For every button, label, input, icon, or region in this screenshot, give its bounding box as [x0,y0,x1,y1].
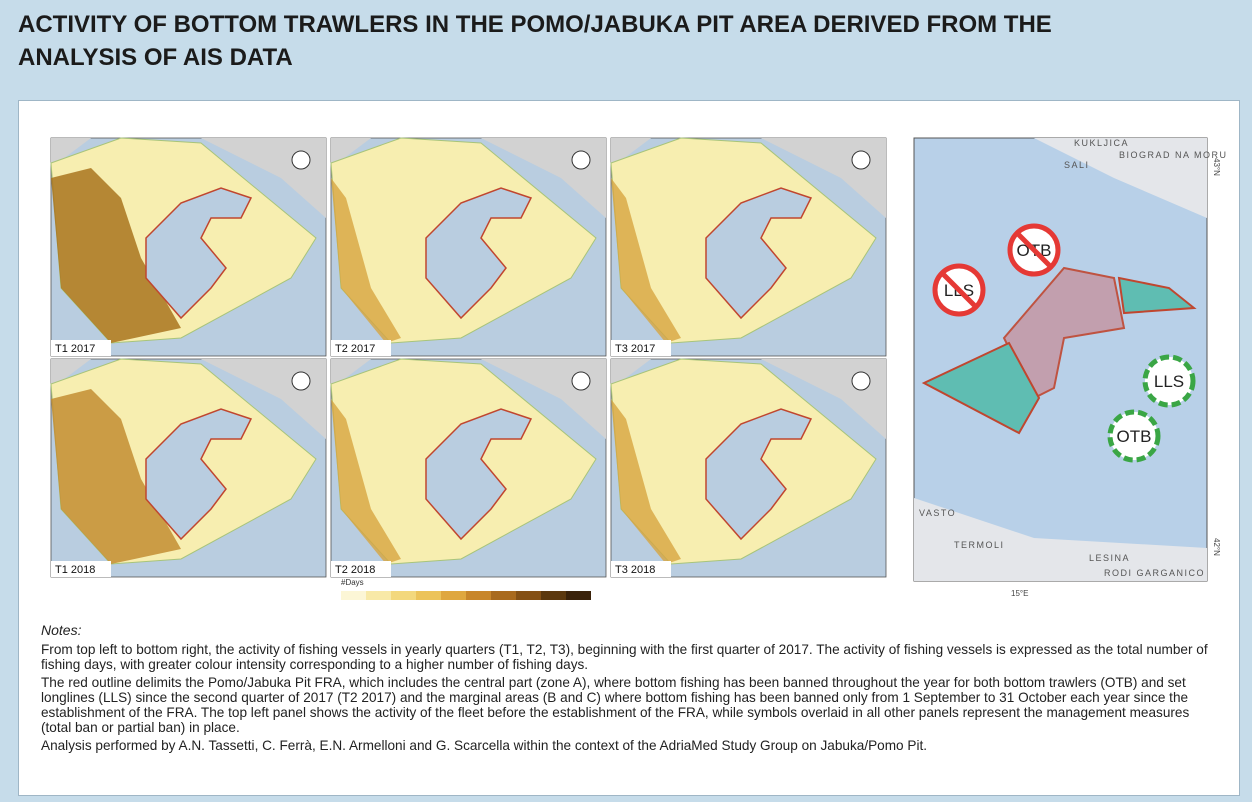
edge-area [331,399,401,564]
panel-label: T2 2017 [335,343,375,355]
legend-title: #Days [341,578,364,587]
place-label: TERMOLI [954,540,1005,550]
notes-heading: Notes: [41,622,82,638]
place-label: BIOGRAD NA MORU [1119,150,1228,160]
note: From top left to bottom right, the activ… [41,642,1208,672]
compass [571,371,591,391]
fra-outline [145,187,253,320]
note: Analysis performed by A.N. Tassetti, C. … [41,738,928,753]
legend-swatch [516,591,541,600]
axis-label: 15°E [1011,589,1028,598]
panel-label: T2 2018 [335,564,375,576]
fra-outline [145,408,253,541]
compass [851,150,871,170]
place-label: SALI [1064,160,1090,170]
label-bg [611,340,671,356]
intense-area [51,389,181,564]
symbol [1107,409,1161,463]
map-panel: T1 2018 [50,358,327,578]
edge-area [331,178,401,343]
legend-swatch [341,591,366,600]
legend-swatch [541,591,566,600]
legend-swatch [416,591,441,600]
place-label: LESINA [1089,553,1130,563]
label-bg [51,340,111,356]
legend-swatch [491,591,516,600]
panel-label: T1 2018 [55,564,95,576]
symbol-label: LLS [1154,372,1184,391]
land [914,498,1207,581]
compass [571,150,591,170]
compass [851,371,871,391]
figure-box: T1 2017 T2 2017 T3 2017 T1 2018 T2 2018 T3 20… [18,100,1240,796]
symbol-label: OTB [1117,427,1152,446]
fra-outline [705,187,813,320]
legend-swatch [466,591,491,600]
axis-label: 42°N [1212,538,1221,556]
intense-area [51,168,181,343]
symbol [1142,354,1196,408]
edge-area [611,178,681,343]
notes: Notes: From top left to bottom right, th… [41,623,1221,756]
fra-outline [705,408,813,541]
map-panel: T3 2018 [610,358,887,578]
legend-swatch [366,591,391,600]
label-bg [611,561,671,577]
map-panel: T1 2017 [50,137,327,357]
legend-swatch [441,591,466,600]
place-label: KUKLJICA [1074,138,1129,148]
edge-area [611,399,681,564]
compass [291,371,311,391]
ban-line [1015,231,1053,269]
place-label: RODI GARGANICO [1104,568,1205,578]
place-label: VASTO [919,508,956,518]
panel-label: T3 2018 [615,564,655,576]
title: ACTIVITY OF BOTTOM TRAWLERS IN THE POMO/… [18,11,1052,71]
overview-map: LLSOTBLLSOTBKUKLJICASALIBIOGRAD NA MORUV… [913,137,1228,598]
map-panel: T3 2017 [610,137,887,357]
map-panel: T2 2018 [330,358,607,578]
fra-outline [425,187,533,320]
label-bg [331,340,391,356]
fra-zone-c [1117,276,1197,315]
land [1034,138,1207,218]
legend-swatch [391,591,416,600]
legend-swatch [566,591,591,600]
fra-outline [425,408,533,541]
note: The red outline delimits the Pomo/Jabuka… [41,675,1190,735]
panel-label: T3 2017 [615,343,655,355]
fra-zone-b [921,341,1041,435]
compass [291,150,311,170]
map-panel: T2 2017 [330,137,607,357]
axis-label: 43°N [1212,158,1221,176]
panel-label: T1 2017 [55,343,95,355]
maps: T1 2017 T2 2017 T3 2017 T1 2018 T2 2018 T3 20… [50,137,1228,600]
ban-line [940,271,978,309]
label-bg [331,561,391,577]
label-bg [51,561,111,577]
